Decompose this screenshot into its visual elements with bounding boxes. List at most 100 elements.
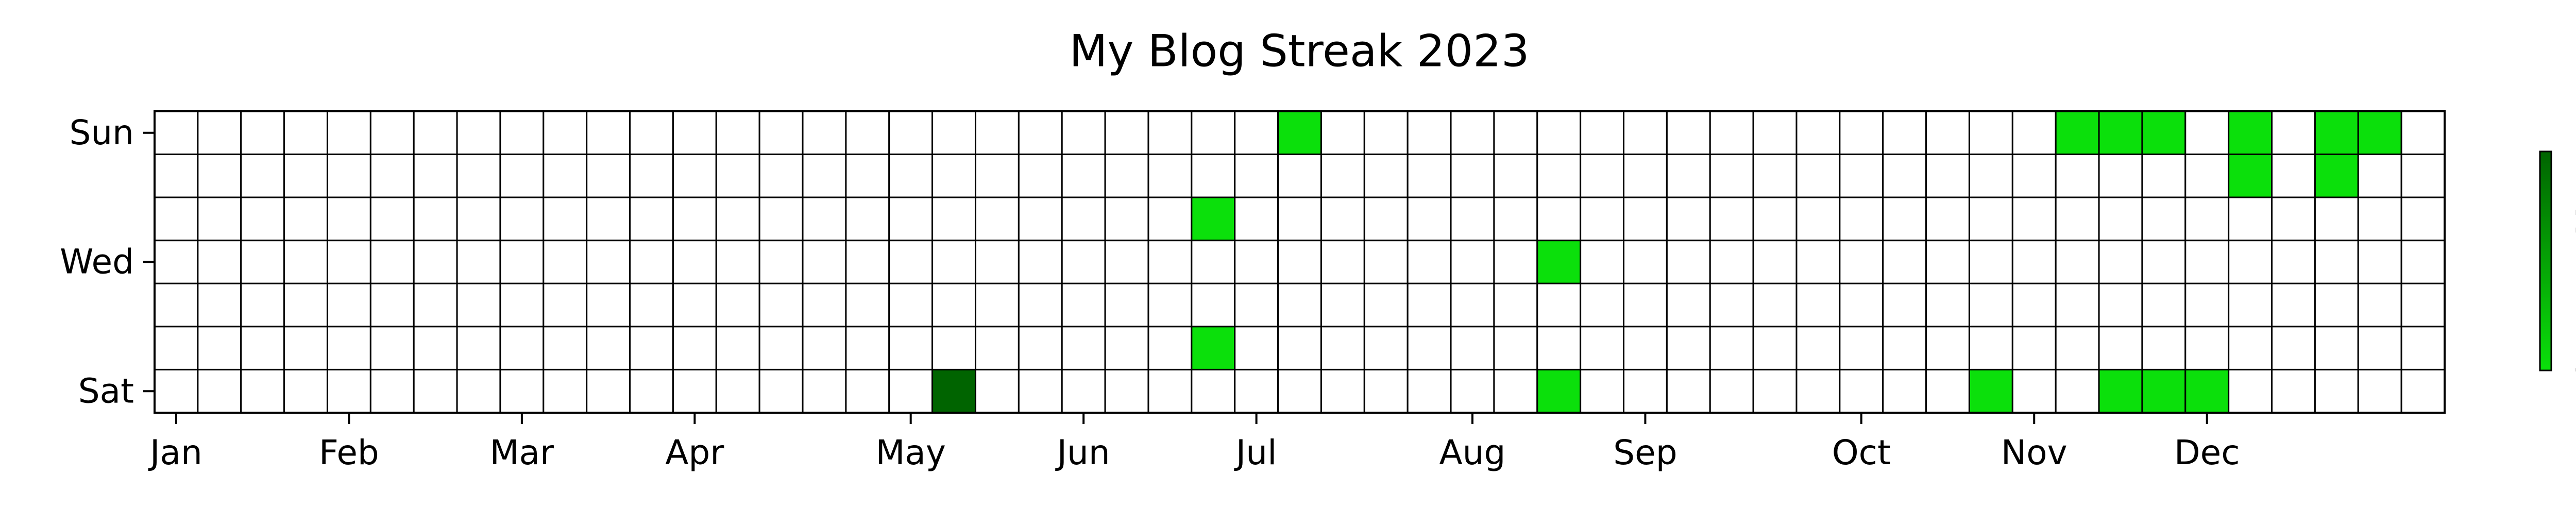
empty-cell [1191,368,1236,414]
empty-cell [1406,154,1452,198]
empty-cell [1536,282,1582,328]
empty-cell [1666,240,1711,284]
empty-cell [1320,368,1365,414]
empty-cell [1623,110,1668,156]
empty-cell [2055,282,2100,328]
empty-cell [1320,154,1365,198]
empty-cell [1882,154,1927,198]
empty-cell [2055,154,2100,198]
empty-cell [586,240,631,284]
empty-cell [1320,326,1365,370]
empty-cell [1450,282,1495,328]
empty-cell [974,282,1020,328]
empty-cell [845,368,890,414]
empty-cell [154,368,199,414]
empty-cell [629,282,674,328]
empty-cell [1925,368,1970,414]
empty-cell [326,240,371,284]
empty-cell [2141,326,2187,370]
empty-cell [1839,326,1884,370]
empty-cell [499,110,545,156]
empty-cell [1277,240,1322,284]
empty-cell [1234,154,1279,198]
empty-cell [586,196,631,242]
empty-cell [2314,368,2359,414]
empty-cell [413,282,458,328]
empty-cell [1406,196,1452,242]
x-tick-label: Jul [1234,433,1277,472]
empty-cell [758,282,804,328]
empty-cell [1493,326,1538,370]
empty-cell [758,110,804,156]
empty-cell [715,196,760,242]
empty-cell [1536,326,1582,370]
empty-cell [1839,110,1884,156]
empty-cell [2357,368,2402,414]
empty-cell [283,368,328,414]
empty-cell [326,368,371,414]
empty-cell [2357,326,2402,370]
empty-cell [2011,368,2057,414]
empty-cell [543,110,588,156]
empty-cell [758,326,804,370]
empty-cell [1839,196,1884,242]
empty-cell [154,326,199,370]
empty-cell [413,196,458,242]
empty-cell [543,282,588,328]
empty-cell [802,368,847,414]
empty-cell [456,196,501,242]
empty-cell [2098,154,2143,198]
empty-cell [1666,196,1711,242]
empty-cell [802,240,847,284]
empty-cell [1018,154,1063,198]
empty-cell [1709,154,1754,198]
empty-cell [413,110,458,156]
empty-cell [1104,110,1149,156]
empty-cell [845,326,890,370]
empty-cell [369,282,415,328]
empty-cell [2400,154,2446,198]
empty-cell [2357,196,2402,242]
empty-cell [1795,240,1841,284]
cell [2228,154,2273,198]
empty-cell [1277,326,1322,370]
empty-cell [715,154,760,198]
empty-cell [1925,154,1970,198]
empty-cell [2098,196,2143,242]
empty-cell [629,196,674,242]
empty-cell [456,154,501,198]
empty-cell [1234,240,1279,284]
empty-cell [369,196,415,242]
empty-cell [369,368,415,414]
empty-cell [715,282,760,328]
empty-cell [1061,282,1106,328]
empty-cell [1493,282,1538,328]
empty-cell [1450,326,1495,370]
empty-cell [1277,368,1322,414]
empty-cell [154,154,199,198]
empty-cell [543,368,588,414]
empty-cell [543,196,588,242]
empty-cell [240,240,285,284]
cell [2098,368,2143,414]
empty-cell [1709,240,1754,284]
empty-cell [2098,282,2143,328]
empty-cell [1580,154,1625,198]
empty-cell [888,154,934,198]
empty-cell [1709,326,1754,370]
x-tick-label: Jan [148,433,202,472]
empty-cell [672,282,717,328]
empty-cell [456,368,501,414]
cell [1536,240,1582,284]
empty-cell [1795,154,1841,198]
empty-cell [1018,326,1063,370]
empty-cell [326,110,371,156]
empty-cell [1536,154,1582,198]
empty-cell [1363,196,1409,242]
y-tick-label: Sun [69,113,134,153]
empty-cell [715,368,760,414]
empty-cell [888,196,934,242]
empty-cell [1018,368,1063,414]
empty-cell [1666,368,1711,414]
empty-cell [1234,326,1279,370]
